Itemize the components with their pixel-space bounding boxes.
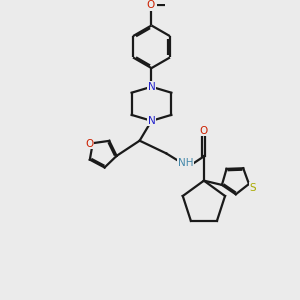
Text: O: O: [200, 126, 208, 136]
Text: N: N: [148, 116, 155, 126]
Text: O: O: [146, 0, 155, 10]
Text: S: S: [249, 182, 256, 193]
Text: N: N: [148, 82, 155, 92]
Text: NH: NH: [178, 158, 193, 168]
Text: O: O: [85, 139, 93, 149]
